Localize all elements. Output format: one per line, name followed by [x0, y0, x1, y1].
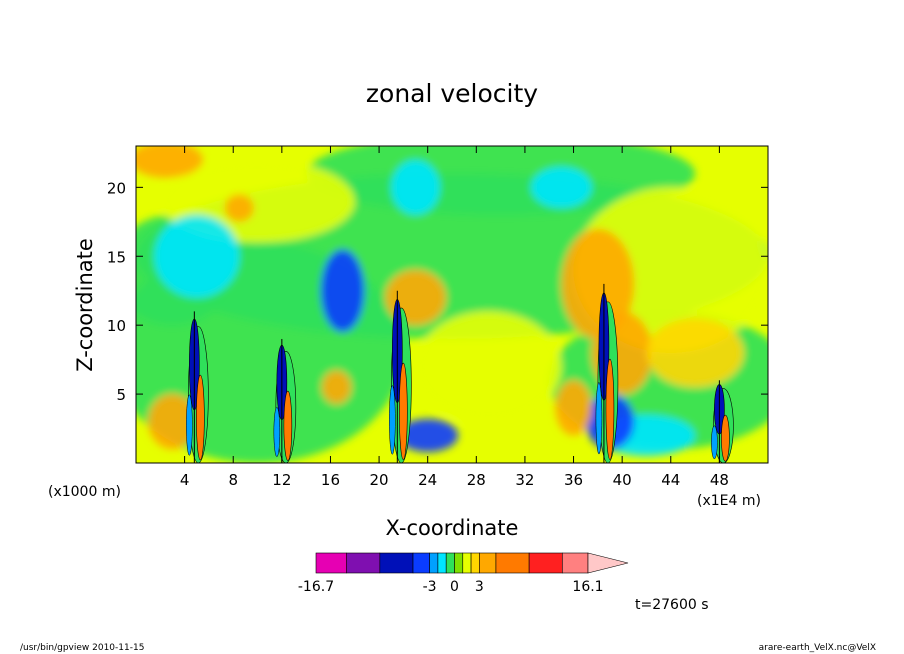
x-units-right: (x1E4 m) [697, 493, 761, 509]
x-axis: 4 8 12 16 20 24 28 32 36 40 44 48 [180, 146, 729, 489]
field-region [320, 249, 365, 333]
x-axis-label: X-coordinate [386, 516, 519, 540]
x-tick-label: 32 [515, 471, 534, 489]
colorbar-segment [346, 552, 381, 574]
x-tick-label: 40 [613, 471, 632, 489]
colorbar-segment [495, 552, 530, 574]
x-tick-label: 12 [272, 471, 291, 489]
core-positive [605, 358, 615, 460]
core-minor [389, 385, 396, 455]
colorbar-label: 0 [450, 579, 459, 595]
field-region [321, 370, 352, 404]
y-tick-label: 15 [107, 248, 126, 266]
field-region [531, 166, 592, 209]
colorbar-segment [429, 552, 439, 574]
colorbar-segment [315, 552, 347, 574]
y-axis: 5 10 15 20 [107, 179, 768, 404]
x-tick-label: 4 [180, 471, 190, 489]
footer-right: arare-earth_VelX.nc@VelX [759, 643, 876, 653]
y-axis-label: Z-coordinate [73, 238, 97, 372]
field-region [397, 418, 459, 452]
core-minor [711, 425, 718, 460]
field-region [561, 228, 635, 339]
x-tick-label: 36 [564, 471, 583, 489]
chart-title: zonal velocity [366, 79, 538, 108]
colorbar-labels: -16.7 -3 0 3 16.1 [298, 579, 604, 595]
x-units-left: (x1000 m) [48, 484, 121, 500]
field-region [154, 214, 240, 298]
colorbar-label: -16.7 [298, 579, 334, 595]
field-region [224, 194, 254, 222]
core-positive [399, 362, 408, 460]
colorbar-segment [454, 552, 464, 574]
core-positive [721, 414, 730, 462]
field-region [555, 380, 592, 436]
colorbar-segment [445, 552, 455, 574]
velocity-field [136, 146, 768, 463]
colorbar-segment [379, 552, 414, 574]
colorbar-overflow-arrow [587, 552, 629, 574]
time-label: t=27600 s [635, 597, 709, 613]
footer-left: /usr/bin/gpview 2010-11-15 [20, 643, 144, 653]
colorbar-segment [561, 552, 589, 574]
x-tick-label: 20 [370, 471, 389, 489]
field-region [148, 394, 197, 450]
y-tick-label: 20 [107, 179, 126, 197]
core-minor [273, 406, 281, 458]
y-tick-label: 5 [116, 386, 126, 404]
field-region [391, 159, 440, 215]
field-region [646, 318, 744, 388]
field-region [415, 311, 562, 422]
colorbar-label: 3 [475, 579, 484, 595]
colorbar-segment [437, 552, 447, 574]
colorbar-label: 16.1 [572, 579, 603, 595]
core-positive [283, 390, 293, 461]
colorbar-segment [470, 552, 480, 574]
x-tick-label: 48 [710, 471, 729, 489]
colorbar-segment [462, 552, 472, 574]
colorbar-segment [412, 552, 430, 574]
core-minor [595, 382, 603, 455]
plot-frame [135, 145, 769, 464]
core-minor [186, 394, 193, 456]
core-positive [196, 374, 205, 461]
x-tick-label: 24 [418, 471, 437, 489]
colorbar-label: -3 [423, 579, 437, 595]
x-tick-label: 28 [467, 471, 486, 489]
x-tick-label: 16 [321, 471, 340, 489]
y-tick-label: 10 [107, 317, 126, 335]
colorbar-segment [479, 552, 497, 574]
field-region [136, 146, 203, 178]
x-tick-label: 44 [661, 471, 680, 489]
colorbar-segment [528, 552, 563, 574]
colorbar [315, 552, 629, 574]
x-tick-label: 8 [228, 471, 238, 489]
